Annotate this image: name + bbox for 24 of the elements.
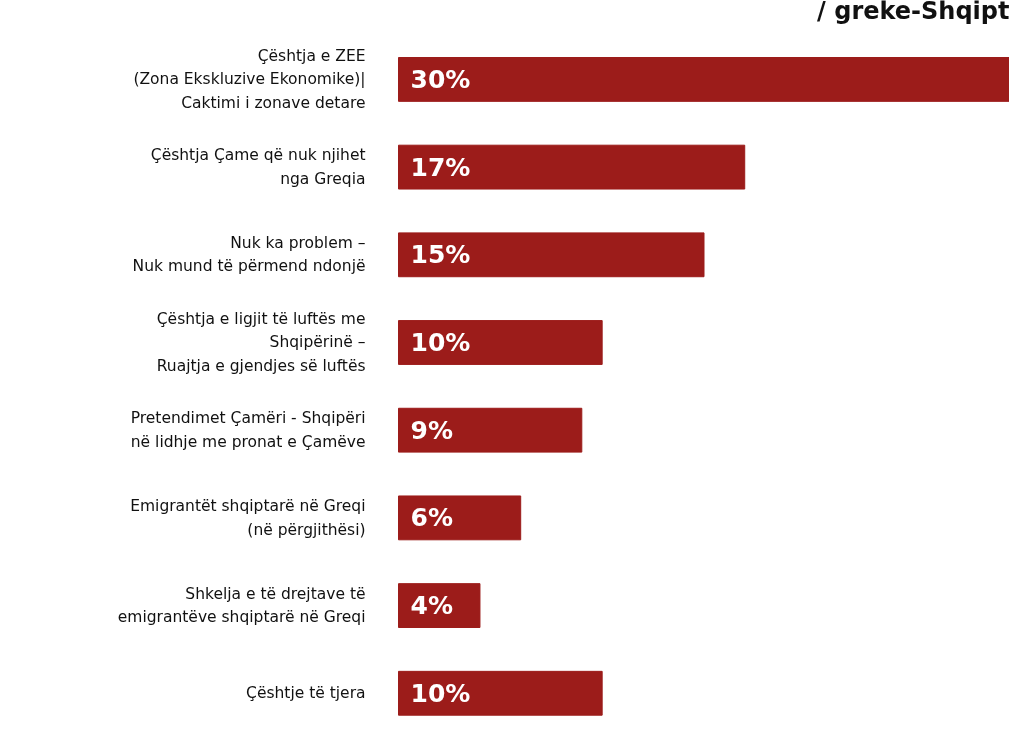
bar: [398, 495, 522, 541]
bar: [398, 57, 1009, 102]
y-tick-label: Çështja e ligjit të luftës me Shqipërinë – Ruajtja e gjendjes së luftës: [156, 310, 366, 375]
data-label: 30%: [410, 64, 471, 94]
bar: [398, 670, 603, 716]
chart-title: / greke-Shqipt: [817, 0, 1009, 25]
bar: [398, 407, 583, 453]
y-tick-label: Çështja Çame që nuk njihet nga Greqia: [150, 146, 366, 188]
bar: [398, 320, 603, 365]
y-tick-label: Emigrantët shqiptarë në Greqi (në përgjithësi): [130, 497, 366, 539]
y-tick-label: Çështje të tjera: [246, 684, 366, 703]
data-label: 6%: [410, 503, 453, 533]
y-tick-label: Çështja e ZEE (Zona Ekskluzive Ekonomike)| Caktimi i zonave detare: [133, 47, 366, 112]
data-label: 4%: [410, 591, 453, 621]
data-label: 17%: [410, 152, 471, 182]
y-tick-label: Nuk ka problem – Nuk mund të përmend ndonjë: [132, 234, 366, 276]
data-label: 10%: [410, 678, 471, 708]
y-tick-label: Pretendimet Çamëri - Shqipëri në lidhje me pronat e Çamëve: [130, 409, 366, 451]
bar: [398, 232, 705, 278]
y-tick-label: Shkelja e të drejtave të emigrantëve shqiptarë në Greqi: [117, 584, 366, 627]
data-label: 9%: [410, 415, 453, 445]
data-label: 15%: [410, 240, 471, 270]
bar: [398, 144, 746, 190]
data-label: 10%: [410, 328, 471, 357]
